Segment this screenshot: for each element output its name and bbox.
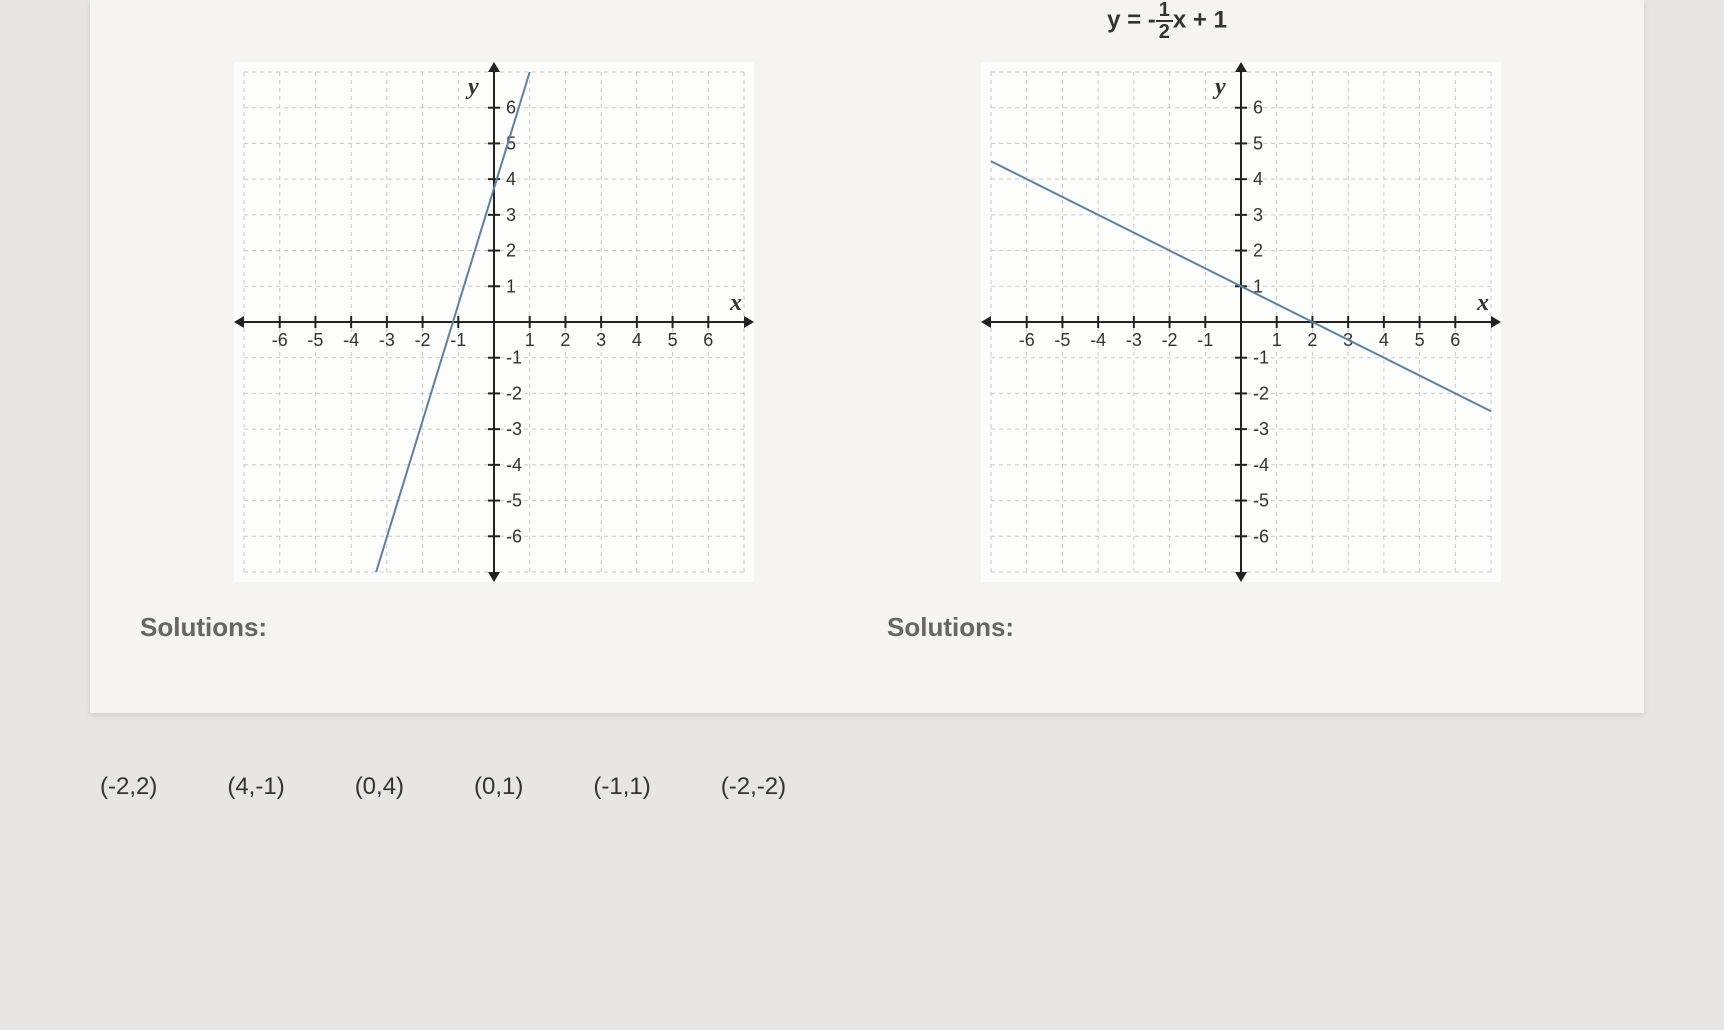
svg-text:-5: -5: [1253, 491, 1269, 511]
svg-text:1: 1: [524, 330, 534, 350]
chart1-container: -6-5-4-3-2-1123456-6-5-4-3-2-1123456xy: [130, 62, 857, 582]
answer-choice[interactable]: (-1,1): [593, 773, 650, 801]
answer-choice[interactable]: (0,1): [474, 773, 523, 801]
svg-text:-4: -4: [1090, 330, 1106, 350]
svg-text:5: 5: [667, 330, 677, 350]
charts-row: -6-5-4-3-2-1123456-6-5-4-3-2-1123456xy S…: [90, 52, 1644, 713]
equation-prefix: y = -: [1107, 6, 1156, 33]
chart2: -6-5-4-3-2-1123456-6-5-4-3-2-1123456xy: [981, 62, 1501, 582]
svg-text:-5: -5: [1054, 330, 1070, 350]
chart2-container: -6-5-4-3-2-1123456-6-5-4-3-2-1123456xy: [877, 62, 1604, 582]
svg-text:-2: -2: [506, 383, 522, 403]
svg-text:4: 4: [506, 169, 516, 189]
svg-text:4: 4: [1253, 169, 1263, 189]
svg-text:-3: -3: [506, 419, 522, 439]
svg-text:2: 2: [560, 330, 570, 350]
answer-choice[interactable]: (-2,2): [100, 773, 157, 801]
svg-text:2: 2: [1253, 241, 1263, 261]
chart-panel-right: -6-5-4-3-2-1123456-6-5-4-3-2-1123456xy S…: [877, 62, 1604, 703]
svg-text:y: y: [1212, 74, 1226, 100]
svg-text:3: 3: [506, 205, 516, 225]
svg-text:4: 4: [631, 330, 641, 350]
svg-text:-2: -2: [1253, 383, 1269, 403]
equation-numerator: 1: [1156, 0, 1173, 22]
svg-text:-1: -1: [450, 330, 466, 350]
svg-text:-3: -3: [1125, 330, 1141, 350]
svg-text:3: 3: [596, 330, 606, 350]
svg-text:6: 6: [1450, 330, 1460, 350]
answer-choices: (-2,2) (4,-1) (0,4) (0,1) (-1,1) (-2,-2): [0, 713, 1724, 831]
svg-text:-6: -6: [1018, 330, 1034, 350]
equation-denominator: 2: [1156, 22, 1173, 42]
svg-text:y: y: [465, 74, 479, 100]
svg-text:-4: -4: [506, 455, 522, 475]
svg-text:-5: -5: [506, 491, 522, 511]
equation-fraction: 12: [1156, 0, 1173, 42]
svg-text:-3: -3: [1253, 419, 1269, 439]
svg-text:x: x: [1476, 290, 1489, 316]
svg-text:-6: -6: [271, 330, 287, 350]
svg-text:2: 2: [1307, 330, 1317, 350]
svg-text:5: 5: [1414, 330, 1424, 350]
svg-text:-6: -6: [506, 526, 522, 546]
svg-text:-2: -2: [1161, 330, 1177, 350]
svg-text:-6: -6: [1253, 526, 1269, 546]
solutions-label-right: Solutions:: [877, 582, 1604, 703]
svg-text:-3: -3: [378, 330, 394, 350]
svg-text:1: 1: [506, 276, 516, 296]
svg-text:-2: -2: [414, 330, 430, 350]
svg-text:-1: -1: [506, 348, 522, 368]
svg-text:1: 1: [1271, 330, 1281, 350]
chart1: -6-5-4-3-2-1123456-6-5-4-3-2-1123456xy: [234, 62, 754, 582]
answer-choice[interactable]: (0,4): [355, 773, 404, 801]
svg-text:4: 4: [1378, 330, 1388, 350]
svg-text:3: 3: [1253, 205, 1263, 225]
main-content: y = -12x + 1 -6-5-4-3-2-1123456-6-5-4-3-…: [90, 0, 1644, 713]
answer-choice[interactable]: (-2,-2): [721, 773, 786, 801]
svg-text:-5: -5: [307, 330, 323, 350]
equation-header: y = -12x + 1: [90, 0, 1644, 52]
svg-text:-1: -1: [1253, 348, 1269, 368]
svg-text:-1: -1: [1197, 330, 1213, 350]
svg-text:6: 6: [506, 98, 516, 118]
svg-text:-4: -4: [343, 330, 359, 350]
solutions-label-left: Solutions:: [130, 582, 857, 703]
answer-choice[interactable]: (4,-1): [227, 773, 284, 801]
equation-suffix: x + 1: [1173, 6, 1227, 33]
svg-text:6: 6: [1253, 98, 1263, 118]
svg-text:2: 2: [506, 241, 516, 261]
svg-text:-4: -4: [1253, 455, 1269, 475]
svg-text:x: x: [729, 290, 742, 316]
svg-text:6: 6: [703, 330, 713, 350]
chart-panel-left: -6-5-4-3-2-1123456-6-5-4-3-2-1123456xy S…: [130, 62, 857, 703]
svg-text:5: 5: [1253, 133, 1263, 153]
